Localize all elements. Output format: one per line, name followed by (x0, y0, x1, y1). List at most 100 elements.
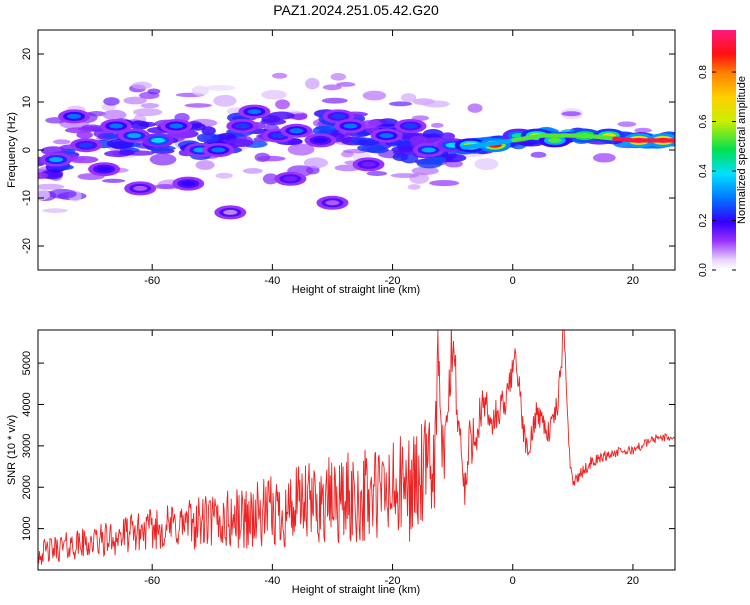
y-tick-label: -10 (21, 190, 33, 206)
spectrogram-frame (37, 29, 676, 271)
heatmap-peak-core (211, 147, 226, 153)
x-tick-label: -20 (385, 575, 401, 587)
heatmap-peak-core (379, 133, 394, 139)
heatmap-ridge-blob (357, 143, 386, 153)
heatmap-noise-blob (103, 97, 120, 106)
heatmap-noise-blob (262, 173, 279, 185)
colorbar-tick-label: 0.4 (698, 164, 709, 178)
heatmap-noise-blob (147, 88, 161, 95)
y-tick-label: 20 (21, 48, 33, 60)
heatmap-noise-blob (256, 155, 286, 162)
heatmap-noise-blob (467, 103, 483, 113)
x-tick-label: 20 (627, 275, 639, 287)
heatmap-ridge-blob (118, 149, 135, 156)
colorbar-tick-label: 0.6 (698, 114, 709, 128)
heatmap-ridge-blob (129, 120, 150, 130)
heatmap-noise-blob (191, 85, 209, 96)
heatmap-peak-core (343, 123, 358, 129)
y-tick-label: 3000 (21, 434, 33, 458)
heatmap-peak-core (547, 137, 562, 143)
heatmap-ridge-blob (397, 146, 415, 152)
heatmap-noise-blob (123, 96, 147, 105)
heatmap-noise-blob (48, 188, 77, 199)
heatmap-ridge-blob (38, 172, 49, 179)
heatmap-band-cell (669, 138, 675, 143)
y-tick-label: 2000 (21, 475, 33, 499)
heatmap-peak-core (325, 200, 340, 206)
heatmap-noise-blob (149, 153, 177, 166)
heatmap-ridge-blob (201, 126, 216, 136)
heatmap-noise-blob (42, 208, 69, 213)
heatmap-ridge-blob (187, 123, 206, 131)
heatmap-noise-blob (474, 158, 499, 171)
x-tick-label: 20 (627, 575, 639, 587)
heatmap-peak-core (109, 123, 124, 129)
spectrogram-y-label: Frequency (Hz) (6, 112, 18, 188)
heatmap-peak-core (283, 176, 298, 182)
heatmap-noise-blob (390, 173, 420, 178)
heatmap-noise-blob (617, 121, 637, 127)
heatmap-noise-blob (561, 111, 582, 117)
snr-x-label: Height of straight line (km) (292, 584, 420, 596)
heatmap-peak-core (403, 123, 418, 129)
heatmap-noise-blob (322, 84, 342, 91)
colorbar-ticks: 0.0 0.2 0.4 0.6 0.8 (698, 65, 736, 277)
heatmap-noise-blob (184, 103, 212, 108)
heatmap-peak-core (169, 123, 184, 129)
x-tick-label: -40 (264, 275, 280, 287)
heatmap-noise-blob (407, 184, 421, 190)
heatmap-peak-core (313, 137, 328, 143)
x-tick-label: -60 (144, 275, 160, 287)
heatmap-noise-blob (153, 184, 177, 190)
heatmap-peak-core (79, 142, 94, 148)
heatmap-ridge-blob (416, 158, 443, 169)
colorbar-tick-label: 0.0 (698, 263, 709, 277)
figure-title: PAZ1.2024.251.05.42.G20 (273, 2, 439, 18)
spectrogram-ticks: -60 -40 -20 0 20 -20 -10 0 10 20 (21, 30, 675, 287)
heatmap-peak-core (235, 123, 250, 129)
heatmap-ridge-blob (409, 135, 428, 145)
snr-frame (37, 329, 676, 571)
heatmap-ridge-blob (68, 155, 99, 164)
heatmap-peak-core (421, 147, 436, 153)
heatmap-ridge-blob (223, 138, 254, 148)
heatmap-peak-core (271, 133, 286, 139)
heatmap-noise-blob (430, 122, 444, 128)
heatmap-noise-blob (429, 180, 460, 187)
y-tick-label: 0 (21, 147, 33, 153)
heatmap-noise-blob (195, 160, 215, 170)
y-tick-label: -20 (21, 238, 33, 254)
heatmap-peak-core (133, 185, 148, 191)
spectrogram-x-label: Height of straight line (km) (292, 284, 420, 296)
heatmap-noise-blob (330, 73, 347, 81)
heatmap-peak-core (181, 181, 196, 187)
heatmap-peak-core (127, 133, 142, 139)
heatmap-noise-blob (205, 84, 236, 91)
heatmap-noise-blob (275, 99, 290, 110)
colorbar-scale (712, 30, 736, 270)
snr-y-label: SNR (10 * v/v) (6, 415, 18, 485)
heatmap-peak-core (361, 161, 376, 167)
heatmap-noise-blob (213, 94, 237, 107)
y-tick-label: 1000 (21, 516, 33, 540)
heatmap-noise-blob (38, 183, 65, 190)
snr-ticks: -60 -40 -20 0 20 1000 2000 3000 4000 5000 (21, 330, 675, 587)
heatmap-peak-core (97, 166, 112, 172)
heatmap-noise-blob (400, 93, 417, 103)
heatmap-noise-blob (52, 139, 71, 145)
heatmap-noise-blob (102, 178, 126, 183)
heatmap-peak-core (49, 157, 64, 163)
y-tick-label: 5000 (21, 351, 33, 375)
heatmap-noise-blob (140, 103, 160, 109)
heatmap-noise-blob (336, 81, 356, 87)
heatmap-peak-core (331, 113, 346, 119)
heatmap-noise-blob (287, 143, 315, 156)
heatmap-noise-blob (366, 171, 388, 177)
heatmap-ridge-blob (196, 133, 220, 143)
colorbar-label: Normalized spectral amplitude (736, 76, 748, 224)
spectrogram-heatmap (38, 72, 675, 220)
colorbar-tick-label: 0.8 (698, 65, 709, 79)
heatmap-noise-blob (131, 81, 153, 90)
colorbar-tick-label: 0.2 (698, 213, 709, 227)
